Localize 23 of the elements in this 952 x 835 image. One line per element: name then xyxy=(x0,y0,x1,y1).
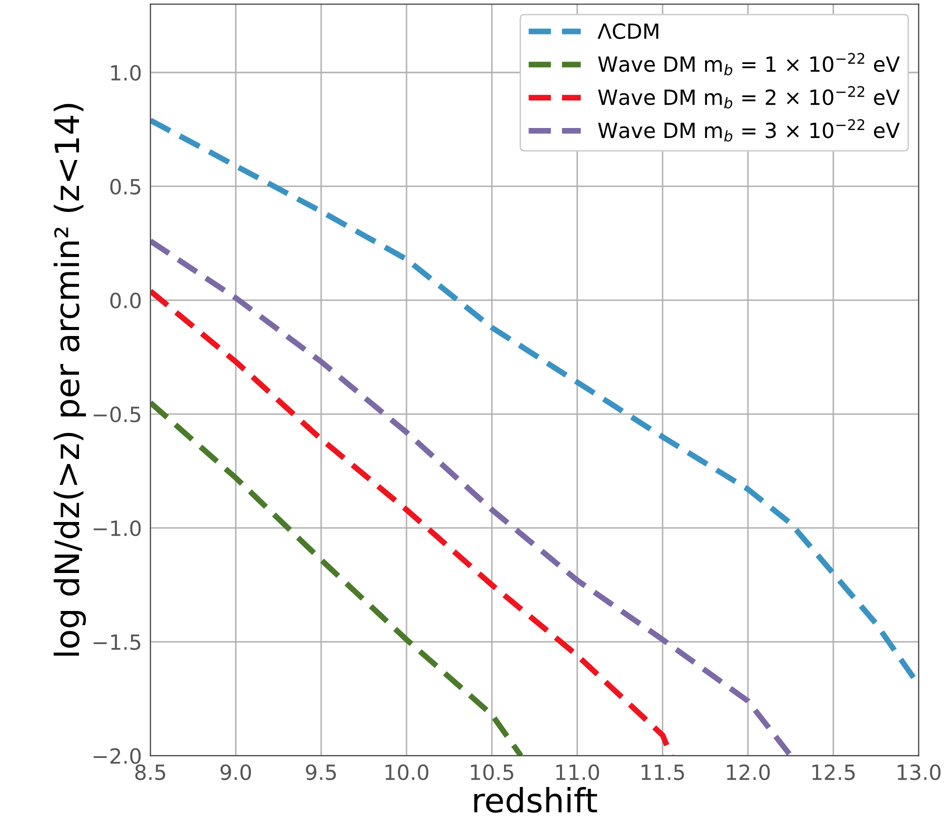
y-axis-title: log dN/dz(>z) per arcmin² (z<14) xyxy=(54,104,86,656)
legend-label: ΛCDM xyxy=(598,23,658,40)
x-tick-label: 13.0 xyxy=(898,764,940,780)
legend-label: Wave DM m$_{b}$ = 2 × 10$^{−22}$ eV xyxy=(598,86,900,108)
y-tick-label: −1.5 xyxy=(94,634,140,650)
y-tick-label: −0.5 xyxy=(94,406,140,422)
x-tick-label: 8.5 xyxy=(135,764,166,780)
x-tick-label: 9.5 xyxy=(306,764,336,780)
y-tick-label: −2.0 xyxy=(94,748,141,764)
x-tick-label: 10.0 xyxy=(386,764,428,780)
legend-label: Wave DM m$_{b}$ = 3 × 10$^{−22}$ eV xyxy=(598,119,900,142)
x-tick-label: 9.0 xyxy=(220,764,251,780)
x-tick-label: 12.5 xyxy=(812,764,855,780)
x-tick-label: 11.5 xyxy=(642,764,684,780)
y-tick-label: −1.0 xyxy=(94,520,141,536)
x-axis-title: redshift xyxy=(474,786,598,813)
x-tick-label: 11.0 xyxy=(556,764,600,780)
x-tick-label: 10.5 xyxy=(470,764,514,780)
y-tick-label: 0.5 xyxy=(110,178,140,195)
y-tick-label: 1.0 xyxy=(111,64,141,81)
y-tick-label: 0.0 xyxy=(110,292,141,308)
x-tick-label: 12.0 xyxy=(727,764,770,780)
legend-label: Wave DM m$_{b}$ = 1 × 10$^{−22}$ eV xyxy=(598,52,900,76)
